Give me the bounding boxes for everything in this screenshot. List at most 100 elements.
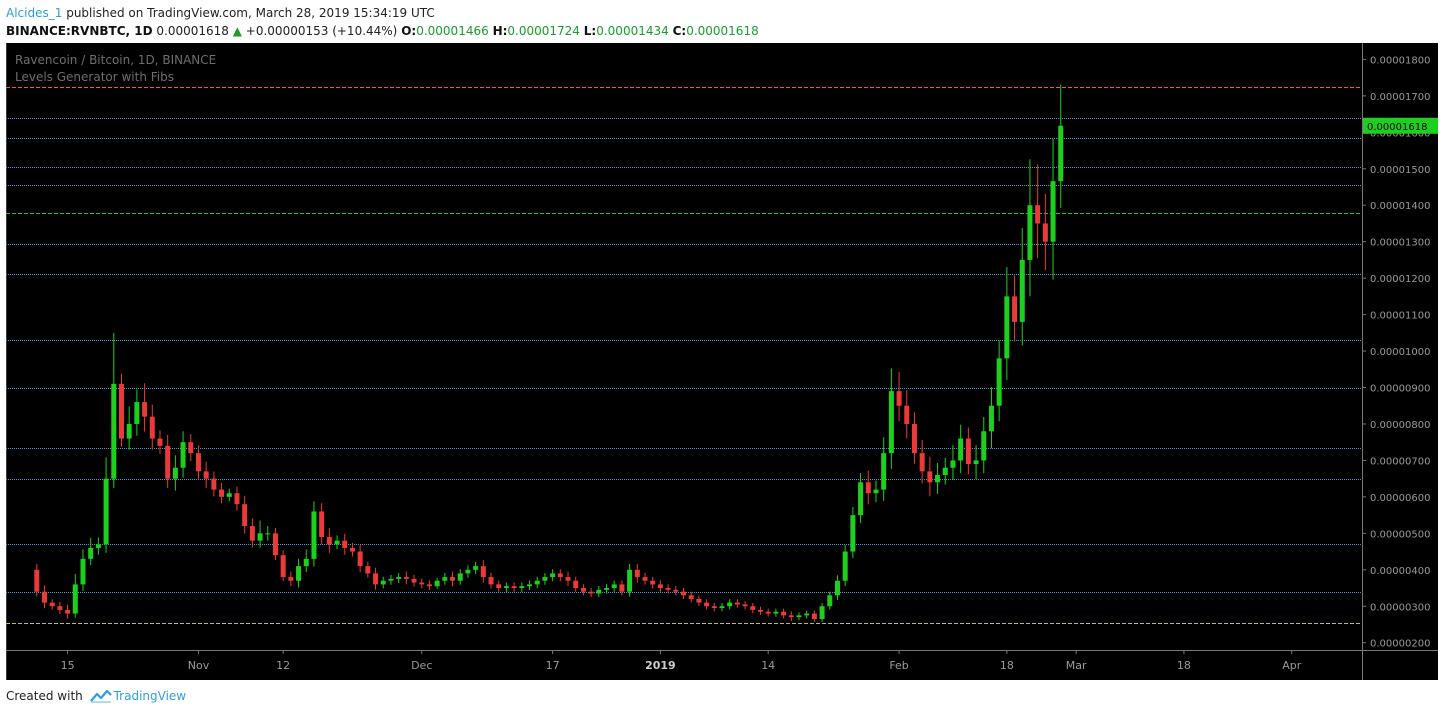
candle-79 bbox=[642, 572, 648, 585]
candle-4 bbox=[65, 604, 71, 619]
candle-body-104 bbox=[834, 580, 840, 596]
candle-26 bbox=[234, 486, 240, 511]
candle-body-100 bbox=[804, 613, 810, 616]
y-tick-label-6: 0.00000800 bbox=[1370, 420, 1430, 431]
candle-body-65 bbox=[534, 580, 540, 585]
candle-80 bbox=[650, 576, 656, 589]
candle-107 bbox=[858, 472, 864, 524]
candle-body-94 bbox=[757, 609, 763, 612]
candle-24 bbox=[219, 482, 225, 504]
candle-body-54 bbox=[450, 577, 456, 581]
candle-42 bbox=[357, 545, 363, 573]
candle-60 bbox=[496, 580, 502, 592]
candle-27 bbox=[242, 495, 248, 534]
candle-85 bbox=[688, 591, 694, 603]
candle-108 bbox=[865, 470, 871, 505]
candle-body-57 bbox=[473, 566, 479, 570]
ohlc-line: BINANCE:RVNBTC, 1D 0.00001618 ▲ +0.00000… bbox=[6, 22, 759, 40]
candle-body-80 bbox=[650, 580, 656, 585]
candle-body-17 bbox=[165, 445, 171, 479]
candle-body-63 bbox=[519, 586, 525, 589]
candle-94 bbox=[757, 606, 763, 615]
candle-body-107 bbox=[858, 482, 864, 516]
y-tick-label-7: 0.00000900 bbox=[1370, 384, 1430, 395]
candle-body-22 bbox=[203, 471, 209, 479]
candle-body-128 bbox=[1019, 259, 1025, 322]
candle-111 bbox=[888, 368, 894, 469]
y-tick-label-3: 0.00000500 bbox=[1370, 529, 1430, 540]
candle-16 bbox=[157, 430, 163, 454]
candle-87 bbox=[704, 599, 710, 610]
price-chart[interactable]: 0.00000200 0.00000300 0.00000400 0.00000500… bbox=[6, 43, 1438, 680]
candle-45 bbox=[380, 576, 386, 589]
candle-65 bbox=[534, 576, 540, 589]
candle-body-110 bbox=[881, 453, 887, 490]
candle-body-40 bbox=[342, 540, 348, 548]
candle-129 bbox=[1027, 159, 1033, 297]
candle-22 bbox=[203, 461, 209, 489]
up-arrow-icon: ▲ bbox=[232, 24, 242, 38]
candle-body-31 bbox=[272, 533, 278, 556]
candle-body-56 bbox=[465, 569, 471, 574]
candle-118 bbox=[942, 457, 948, 485]
candle-body-68 bbox=[557, 573, 563, 578]
candle-96 bbox=[773, 608, 779, 617]
candle-body-14 bbox=[142, 402, 148, 417]
candle-130 bbox=[1035, 164, 1041, 258]
low-value: 0.00001434 bbox=[596, 24, 669, 38]
candle-body-36 bbox=[311, 511, 317, 559]
candle-body-32 bbox=[280, 555, 286, 578]
candle-body-35 bbox=[303, 558, 309, 567]
candle-132 bbox=[1050, 138, 1056, 280]
candle-body-129 bbox=[1027, 205, 1033, 260]
candle-116 bbox=[927, 456, 933, 497]
candle-body-132 bbox=[1050, 181, 1056, 242]
time-axis[interactable]: 15 Nov 12 Dec 17 2019 14 Feb 18 Mar 18 Apr bbox=[61, 650, 1302, 672]
candle-body-23 bbox=[211, 478, 217, 490]
candle-92 bbox=[742, 601, 748, 610]
x-tick-label-6: 14 bbox=[761, 659, 775, 672]
candle-97 bbox=[781, 608, 787, 619]
candle-101 bbox=[811, 610, 817, 622]
candle-body-105 bbox=[842, 551, 848, 581]
candle-39 bbox=[334, 535, 340, 550]
tradingview-brand-link[interactable]: TradingView bbox=[113, 689, 187, 703]
candle-body-53 bbox=[442, 577, 448, 581]
candle-body-106 bbox=[850, 515, 856, 552]
candle-8 bbox=[95, 537, 101, 555]
candle-46 bbox=[388, 574, 394, 585]
x-tick-label-5: 2019 bbox=[645, 659, 676, 672]
candle-53 bbox=[442, 572, 448, 585]
candle-body-33 bbox=[288, 577, 294, 581]
candle-body-98 bbox=[788, 615, 794, 618]
publish-info: published on TradingView.com, March 28, … bbox=[66, 6, 435, 20]
price-axis[interactable]: 0.00000200 0.00000300 0.00000400 0.00000500… bbox=[1362, 55, 1430, 650]
candle-body-71 bbox=[580, 588, 586, 592]
price-change: +0.00000153 (+10.44%) bbox=[245, 24, 398, 38]
candle-body-87 bbox=[704, 602, 710, 607]
x-tick-label-11: Apr bbox=[1282, 659, 1302, 672]
candle-body-26 bbox=[234, 493, 240, 505]
candle-body-34 bbox=[296, 566, 302, 581]
candle-body-119 bbox=[950, 460, 956, 468]
candle-51 bbox=[426, 580, 432, 591]
candle-body-28 bbox=[249, 526, 255, 541]
y-tick-label-0: 0.00000200 bbox=[1370, 639, 1430, 650]
candle-12 bbox=[126, 406, 132, 450]
candle-13 bbox=[134, 389, 140, 436]
publish-line: Alcides_1 published on TradingView.com, … bbox=[6, 4, 759, 22]
candle-21 bbox=[195, 445, 201, 479]
close-value: 0.00001618 bbox=[686, 24, 759, 38]
author-link[interactable]: Alcides_1 bbox=[6, 6, 63, 20]
candle-127 bbox=[1012, 275, 1018, 342]
candle-body-21 bbox=[195, 453, 201, 472]
candle-20 bbox=[188, 433, 194, 462]
candle-body-42 bbox=[357, 551, 363, 567]
candle-body-0 bbox=[34, 569, 40, 592]
candle-36 bbox=[311, 501, 317, 567]
candle-70 bbox=[573, 576, 579, 592]
candle-body-108 bbox=[865, 482, 871, 494]
candle-119 bbox=[950, 445, 956, 481]
candle-35 bbox=[303, 549, 309, 573]
candle-body-64 bbox=[527, 584, 533, 587]
